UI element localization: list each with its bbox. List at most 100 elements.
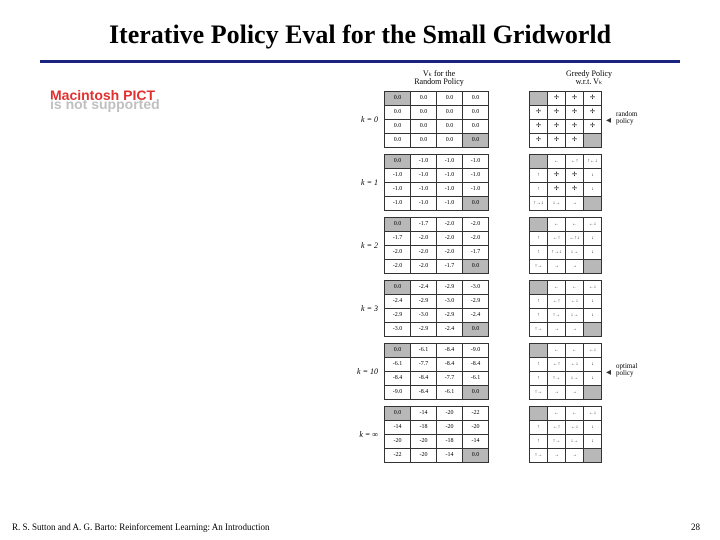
value-cell: -14 — [463, 434, 489, 448]
value-cell: 0.0 — [437, 119, 463, 133]
policy-cell: ↑ — [530, 434, 548, 448]
value-cell: -1.7 — [463, 245, 489, 259]
value-cell: -14 — [437, 448, 463, 462]
policy-cell: ↓ — [584, 357, 602, 371]
value-cell: -22 — [463, 406, 489, 420]
policy-cell: ↓ — [584, 182, 602, 196]
value-cell: -6.1 — [385, 357, 411, 371]
value-cell: -2.0 — [411, 231, 437, 245]
policy-cell — [530, 406, 548, 420]
policy-cell: ← — [566, 217, 584, 231]
policy-cell: ←↓ — [566, 357, 584, 371]
policy-cell: ←↑ — [548, 420, 566, 434]
policy-cell: ←↓ — [584, 406, 602, 420]
policy-cell — [530, 91, 548, 105]
value-cell: -7.7 — [411, 357, 437, 371]
k-label: k = 1 — [350, 178, 384, 187]
value-cell: -2.4 — [385, 294, 411, 308]
policy-cell: → — [566, 448, 584, 462]
policy-cell: ✢ — [530, 133, 548, 147]
policy-cell — [584, 259, 602, 273]
value-cell: -2.9 — [385, 308, 411, 322]
policy-cell: ←↓ — [566, 420, 584, 434]
policy-cell: ✢ — [566, 182, 584, 196]
policy-cell: → — [548, 448, 566, 462]
value-cell: -3.0 — [463, 280, 489, 294]
value-cell: -20 — [437, 420, 463, 434]
value-cell: -1.7 — [411, 217, 437, 231]
policy-cell — [530, 280, 548, 294]
iteration-row: k = 20.0-1.7-2.0-2.0-1.7-2.0-2.0-2.0-2.0… — [350, 217, 690, 274]
value-cell: -8.4 — [437, 343, 463, 357]
policy-cell: ← — [548, 343, 566, 357]
value-cell: -8.4 — [385, 371, 411, 385]
policy-cell: ← — [548, 406, 566, 420]
policy-cell: ↓ — [584, 294, 602, 308]
value-grid: 0.0-2.4-2.9-3.0-2.4-2.9-3.0-2.9-2.9-3.0-… — [384, 280, 489, 337]
value-cell: -1.0 — [385, 182, 411, 196]
policy-cell: ↑←↓ — [584, 154, 602, 168]
value-cell: -14 — [385, 420, 411, 434]
value-cell: -3.0 — [437, 294, 463, 308]
policy-cell: ↓→ — [566, 245, 584, 259]
side-label: optimalpolicy — [616, 363, 637, 378]
policy-cell: ✢ — [584, 105, 602, 119]
policy-cell: ↑→↓ — [548, 245, 566, 259]
policy-cell: ↑ — [530, 168, 548, 182]
value-cell: 0.0 — [463, 91, 489, 105]
value-cell: 0.0 — [463, 259, 489, 273]
policy-cell: → — [566, 196, 584, 210]
value-cell: -2.9 — [437, 308, 463, 322]
policy-cell: ✢ — [548, 105, 566, 119]
value-cell: 0.0 — [463, 119, 489, 133]
policy-cell: → — [566, 385, 584, 399]
value-cell: -2.9 — [411, 294, 437, 308]
policy-cell: ↓ — [584, 231, 602, 245]
value-cell: 0.0 — [385, 154, 411, 168]
policy-cell: ↓ — [584, 434, 602, 448]
value-cell: 0.0 — [385, 105, 411, 119]
policy-header: Greedy Policy w.r.t. Vₖ — [534, 70, 644, 87]
policy-cell: → — [548, 385, 566, 399]
value-grid: 0.00.00.00.00.00.00.00.00.00.00.00.00.00… — [384, 91, 489, 148]
policy-cell: ← — [548, 280, 566, 294]
policy-cell: ↓→ — [566, 371, 584, 385]
value-cell: -1.0 — [437, 196, 463, 210]
policy-cell: ↑ — [530, 420, 548, 434]
policy-cell: ←↓ — [566, 294, 584, 308]
policy-cell: ↑ — [530, 294, 548, 308]
pict-placeholder: Macintosh PICT is not supported — [50, 88, 160, 113]
policy-cell — [584, 322, 602, 336]
value-cell: 0.0 — [385, 217, 411, 231]
value-cell: -8.4 — [411, 385, 437, 399]
policy-cell — [584, 385, 602, 399]
value-cell: -1.0 — [437, 168, 463, 182]
value-cell: -2.0 — [411, 245, 437, 259]
value-cell: -1.7 — [385, 231, 411, 245]
policy-cell: ✢ — [566, 91, 584, 105]
policy-cell: ↑→ — [530, 448, 548, 462]
value-grid: 0.0-1.0-1.0-1.0-1.0-1.0-1.0-1.0-1.0-1.0-… — [384, 154, 489, 211]
policy-grid: ←←←↓↑←↑←↓↓↑↑→↓→↓↑→→→ — [529, 406, 602, 463]
policy-cell: ↑→↓ — [530, 196, 548, 210]
value-cell: 0.0 — [411, 133, 437, 147]
value-cell: -18 — [437, 434, 463, 448]
value-cell: -9.0 — [463, 343, 489, 357]
policy-grid: ←←←↓↑←↑←↑↓↓↑↑→↓↓→↓↑→→→ — [529, 217, 602, 274]
policy-cell — [584, 448, 602, 462]
policy-cell — [530, 217, 548, 231]
value-cell: 0.0 — [437, 105, 463, 119]
value-cell: -7.7 — [437, 371, 463, 385]
value-cell: -3.0 — [385, 322, 411, 336]
footer-page: 28 — [691, 522, 700, 532]
value-cell: 0.0 — [411, 91, 437, 105]
policy-cell: ✢ — [584, 119, 602, 133]
iteration-row: k = 00.00.00.00.00.00.00.00.00.00.00.00.… — [350, 91, 690, 148]
value-cell: -2.0 — [437, 231, 463, 245]
value-cell: -6.1 — [437, 385, 463, 399]
policy-cell: ✢ — [548, 182, 566, 196]
policy-cell: → — [566, 259, 584, 273]
value-cell: 0.0 — [437, 91, 463, 105]
value-cell: 0.0 — [463, 322, 489, 336]
policy-cell: ↓ — [584, 245, 602, 259]
